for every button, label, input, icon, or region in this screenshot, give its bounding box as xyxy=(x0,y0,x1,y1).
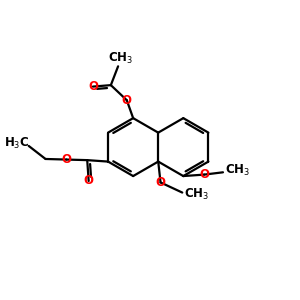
Text: CH$_3$: CH$_3$ xyxy=(184,187,209,202)
Text: H$_3$C: H$_3$C xyxy=(4,136,29,151)
Text: CH$_3$: CH$_3$ xyxy=(225,163,250,178)
Text: O: O xyxy=(61,153,71,166)
Text: O: O xyxy=(155,176,166,189)
Text: O: O xyxy=(84,175,94,188)
Text: O: O xyxy=(122,94,132,107)
Text: CH$_3$: CH$_3$ xyxy=(108,51,133,66)
Text: O: O xyxy=(88,80,98,93)
Text: O: O xyxy=(199,168,209,181)
